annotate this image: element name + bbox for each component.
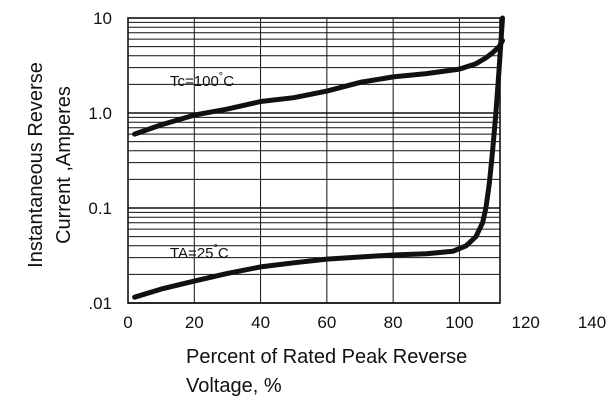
y-tick-label: 10 — [93, 9, 112, 28]
y-tick-label: 1.0 — [88, 104, 112, 123]
series-lines — [132, 15, 505, 300]
x-tick-label: 120 — [512, 313, 540, 332]
x-tick-label: 80 — [384, 313, 403, 332]
x-axis-label-line2: Voltage, % — [186, 375, 282, 397]
annotation-tc100-unit: C — [223, 73, 234, 90]
x-tick-label: 60 — [317, 313, 336, 332]
y-tick-labels: .01 0.1 1.0 10 — [88, 9, 112, 313]
annotation-ta25: TA=25°C — [170, 243, 229, 262]
y-tick-label: .01 — [88, 294, 112, 313]
annotation-tc100-degree: ° — [219, 71, 223, 83]
x-axis-label-line1: Percent of Rated Peak Reverse — [186, 346, 467, 368]
series-tc100-line — [132, 38, 505, 137]
x-tick-label: 20 — [185, 313, 204, 332]
annotation-ta25-text: TA=25 — [170, 245, 214, 262]
annotation-ta25-degree: ° — [214, 243, 218, 255]
plot-border — [127, 17, 501, 304]
plot-frame — [127, 17, 501, 304]
annotation-ta25-unit: C — [218, 245, 229, 262]
y-axis-label-line1: Instantaneous Reverse — [25, 62, 47, 268]
annotation-tc100-text: Tc=100 — [170, 73, 219, 90]
grid — [127, 18, 500, 304]
x-tick-label: 40 — [251, 313, 270, 332]
x-tick-label: 100 — [445, 313, 473, 332]
series-ta25-line — [132, 15, 505, 300]
x-tick-label: 140 — [578, 313, 606, 332]
y-axis-label-line2: Current ,Amperes — [53, 86, 75, 244]
y-tick-label: 0.1 — [88, 199, 112, 218]
annotation-tc100: Tc=100°C — [170, 71, 234, 90]
x-tick-labels: 0 20 40 60 80 100 120 140 — [123, 313, 606, 332]
x-tick-label: 0 — [123, 313, 132, 332]
